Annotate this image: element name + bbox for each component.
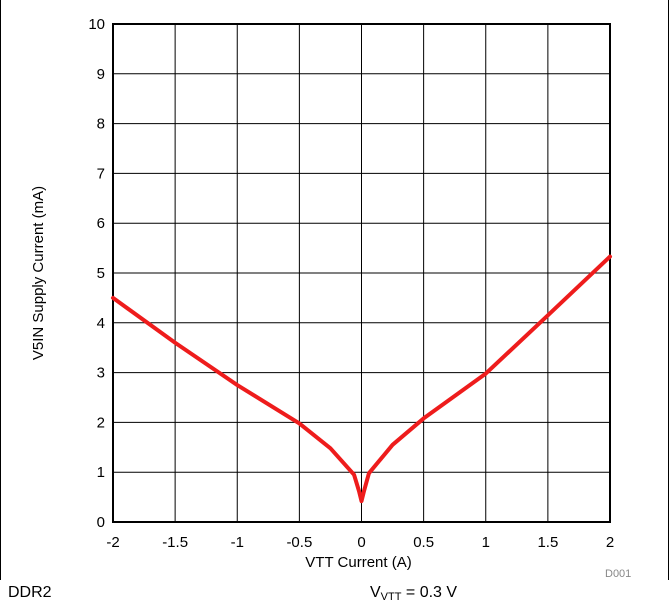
line-chart: -2 -1.5 -1 -0.5 0 0.5 1 1.5 2 0 1 2 3 4 5 6 7 8 9 10 VTT C… — [30, 16, 631, 580]
footer-subscript: VTT — [380, 591, 402, 603]
x-tick-label: -1.5 — [162, 534, 188, 551]
plot-area-border — [112, 23, 611, 523]
series-line — [111, 254, 612, 504]
footer-left-label: DDR2 — [8, 584, 52, 601]
y-tick-label: 4 — [97, 315, 105, 332]
y-tick-label: 8 — [97, 116, 105, 133]
figure-code: D001 — [605, 568, 631, 580]
x-tick-label: 0 — [357, 534, 365, 551]
x-axis-tick-labels: -2 -1.5 -1 -0.5 0 0.5 1 1.5 2 — [106, 534, 614, 551]
footer-right-condition: VVTT = 0.3 V — [370, 580, 457, 610]
x-tick-label: 0.5 — [413, 534, 434, 551]
y-tick-label: 6 — [97, 215, 105, 232]
y-tick-label: 5 — [97, 265, 105, 282]
x-tick-label: -1 — [231, 534, 244, 551]
y-axis-tick-labels: 0 1 2 3 4 5 6 7 8 9 10 — [88, 16, 105, 531]
y-tick-label: 2 — [97, 414, 105, 431]
y-tick-label: 3 — [97, 365, 105, 382]
y-tick-label: 1 — [97, 464, 105, 481]
x-tick-label: 2 — [606, 534, 614, 551]
figure-frame — [0, 0, 669, 580]
y-axis-label: V5IN Supply Current (mA) — [30, 186, 47, 360]
x-tick-label: -2 — [106, 534, 119, 551]
x-tick-label: 1 — [482, 534, 490, 551]
y-tick-label: 10 — [88, 16, 105, 33]
y-tick-label: 9 — [97, 66, 105, 83]
x-tick-label: 1.5 — [537, 534, 558, 551]
footer-symbol: V — [370, 584, 381, 601]
x-tick-label: -0.5 — [286, 534, 312, 551]
y-tick-label: 0 — [97, 514, 105, 531]
x-axis-label: VTT Current (A) — [305, 554, 411, 571]
y-tick-label: 7 — [97, 165, 105, 182]
footer-value: = 0.3 V — [401, 584, 458, 601]
chart-grid — [112, 23, 611, 523]
